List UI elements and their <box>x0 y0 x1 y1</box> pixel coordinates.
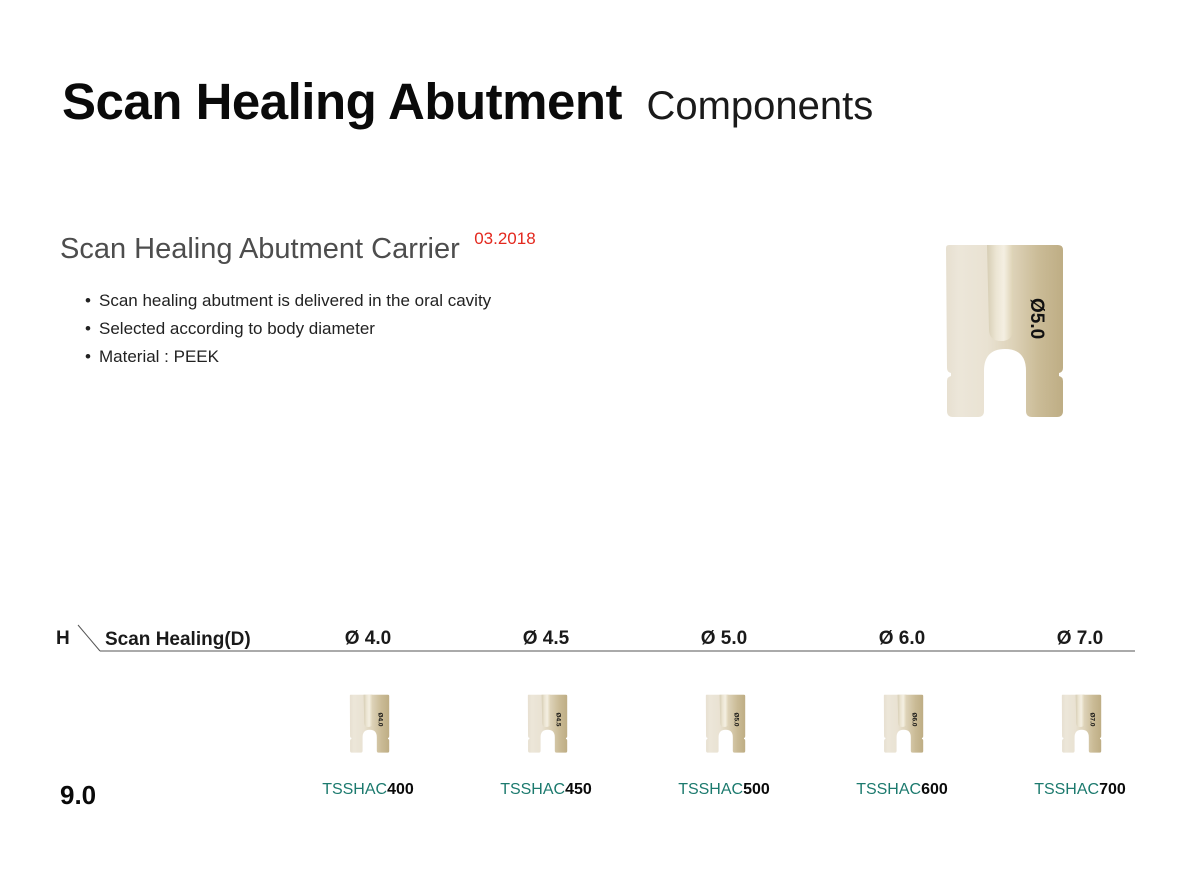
svg-text:Ø4.5: Ø4.5 <box>554 713 561 727</box>
svg-text:Ø7.0: Ø7.0 <box>1088 713 1095 727</box>
svg-text:Ø5.0: Ø5.0 <box>1026 298 1047 339</box>
svg-text:Ø5.0: Ø5.0 <box>732 713 739 727</box>
svg-text:Ø6.0: Ø6.0 <box>910 713 917 727</box>
svg-text:Ø4.0: Ø4.0 <box>376 713 383 727</box>
